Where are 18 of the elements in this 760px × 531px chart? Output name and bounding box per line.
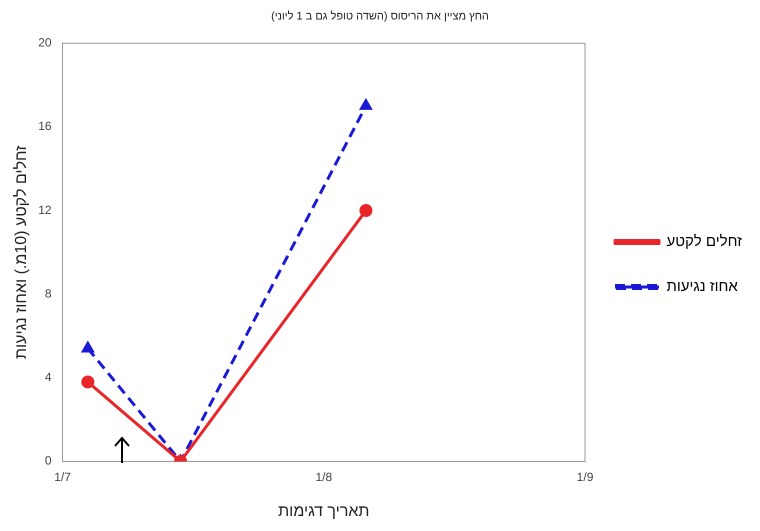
legend-label: אחוז נגיעות bbox=[666, 278, 738, 296]
y-tick-label: 8 bbox=[44, 286, 52, 300]
y-tick-label: 0 bbox=[44, 454, 52, 468]
y-tick-label: 12 bbox=[38, 202, 52, 217]
point bbox=[82, 342, 94, 352]
y-tick-label: 20 bbox=[38, 36, 52, 50]
x-tick-label: 1/8 bbox=[315, 470, 332, 484]
y-axis-title: זחלים לקטע (10מ.) ואחוז נגיעות bbox=[12, 146, 30, 360]
point bbox=[360, 99, 372, 110]
y-tick-label: 4 bbox=[44, 370, 52, 384]
x-tick-label: 1/9 bbox=[576, 470, 594, 484]
point bbox=[81, 375, 94, 388]
point bbox=[359, 204, 372, 217]
chart-title: החץ מציין את הריסוס (השדה טופל גם ב 1 ליוני) bbox=[271, 10, 489, 23]
y-tick-label: 16 bbox=[38, 119, 52, 134]
legend-label: זחלים לקטע bbox=[666, 233, 742, 250]
x-axis-title: תאריך דגימות bbox=[278, 502, 370, 520]
x-tick-label: 1/7 bbox=[54, 470, 72, 484]
